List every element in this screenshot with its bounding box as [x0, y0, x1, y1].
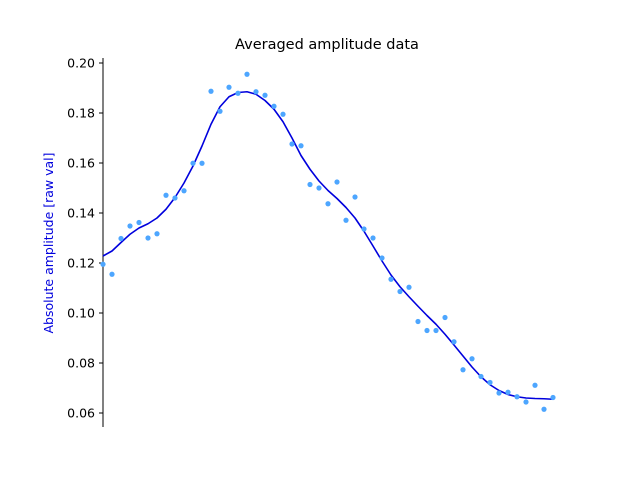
data-point: [460, 367, 466, 373]
data-point: [352, 194, 358, 200]
data-point: [109, 271, 115, 277]
y-tick-label: 0.10: [67, 306, 95, 321]
data-point: [163, 192, 169, 198]
data-point: [478, 373, 484, 380]
data-point: [442, 314, 448, 321]
data-point: [235, 90, 241, 96]
data-point: [406, 284, 412, 290]
data-point: [154, 231, 160, 237]
data-point: [262, 92, 268, 98]
data-point: [334, 179, 340, 185]
data-point: [487, 379, 493, 386]
data-point: [208, 88, 214, 94]
data-point: [190, 160, 196, 166]
data-point: [217, 108, 223, 114]
chart-title: Averaged amplitude data: [235, 37, 419, 53]
data-point: [469, 356, 475, 362]
data-point: [118, 235, 124, 242]
fit-line: [102, 90, 554, 401]
data-point: [451, 339, 457, 345]
y-axis-label: Absolute amplitude [raw val]: [41, 152, 56, 333]
data-point: [145, 235, 151, 241]
data-point: [127, 223, 133, 229]
data-point: [253, 89, 259, 95]
y-tick-label: 0.08: [67, 356, 95, 371]
data-point: [271, 103, 277, 109]
data-point: [136, 219, 142, 226]
data-point: [316, 185, 322, 191]
data-point: [226, 84, 232, 90]
data-point: [100, 261, 106, 267]
data-point: [172, 195, 178, 201]
data-point: [289, 141, 295, 147]
data-point: [433, 327, 439, 334]
data-point: [280, 111, 286, 117]
data-point: [298, 143, 304, 149]
data-point: [523, 399, 529, 405]
data-point: [496, 390, 502, 396]
data-point: [415, 318, 421, 325]
data-point: [424, 327, 430, 334]
y-tick-label: 0.12: [67, 256, 95, 271]
y-tick-label: 0.14: [67, 206, 95, 221]
data-point: [532, 382, 538, 388]
y-tick-label: 0.16: [67, 156, 95, 171]
y-tick-label: 0.20: [67, 56, 95, 71]
data-point: [361, 226, 367, 232]
y-tick-label: 0.18: [67, 106, 95, 121]
data-point: [325, 201, 331, 207]
data-point: [343, 217, 349, 223]
data-point: [307, 181, 313, 188]
data-point: [181, 188, 187, 194]
data-point: [244, 71, 250, 77]
data-point: [397, 288, 403, 295]
data-points: [100, 71, 556, 412]
data-point: [505, 389, 511, 395]
data-point: [199, 160, 205, 166]
data-point: [550, 394, 556, 401]
data-point: [514, 394, 520, 400]
data-point: [379, 255, 385, 261]
data-point: [370, 235, 376, 241]
y-tick-label: 0.06: [67, 406, 95, 421]
data-point: [388, 276, 394, 282]
fit-line-path: [102, 90, 554, 401]
data-point: [541, 406, 547, 412]
y-ticks: 0.06 0.08 0.10 0.12 0.14 0.16 0.18 0.20: [67, 56, 103, 421]
